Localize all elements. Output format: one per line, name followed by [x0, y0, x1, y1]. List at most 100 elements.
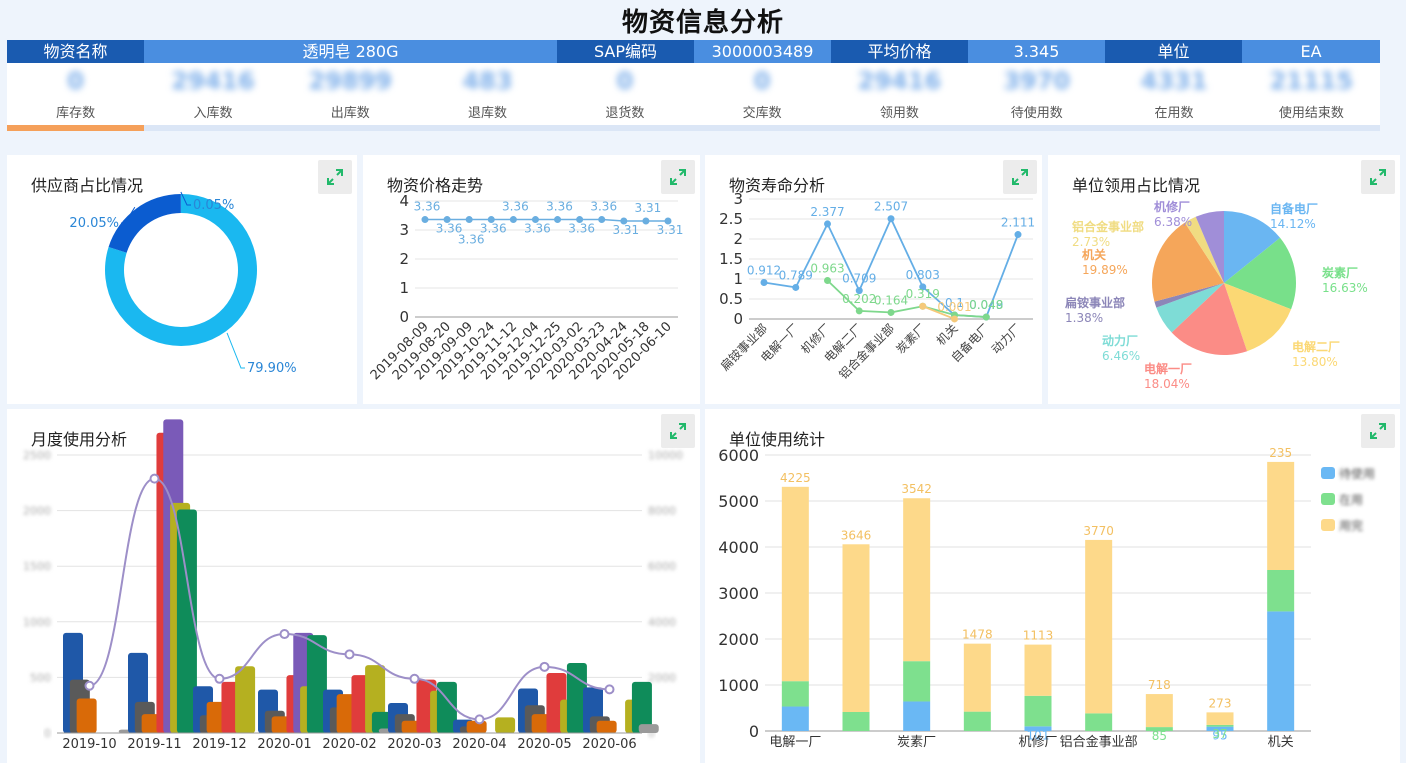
monthly-bar	[596, 720, 617, 733]
slice-pct-label: 1.38%	[1065, 311, 1103, 325]
unit-usage-bar-segment	[781, 706, 809, 731]
unit-share-expand-button[interactable]	[1361, 160, 1395, 194]
info-value: 3000003489	[694, 40, 831, 63]
y-tick-label: 1	[399, 279, 409, 297]
life-point	[1014, 231, 1022, 239]
price-point	[576, 216, 584, 224]
trend-point	[539, 661, 550, 672]
y-tick-label: 0	[733, 310, 743, 328]
stat-item[interactable]: 483 退库数	[419, 63, 556, 125]
info-value: 3.345	[968, 40, 1105, 63]
stat-label: 入库数	[193, 106, 233, 121]
life-data-label: 0.049	[969, 298, 1003, 312]
x-tick-label: 2019-10	[62, 737, 116, 752]
y-tick-label: 2	[733, 230, 743, 248]
segment-data-label: 101	[1027, 728, 1050, 742]
unit-usage-bar-segment	[1085, 713, 1113, 731]
segment-data-label: 664	[1027, 698, 1050, 712]
y-tick-label: 2	[399, 250, 409, 268]
stat-item[interactable]: 3970 待使用数	[968, 63, 1105, 125]
trend-point	[214, 673, 225, 684]
legend-swatch	[1321, 467, 1335, 479]
life-point	[887, 215, 895, 223]
unit-usage-expand-button[interactable]	[1361, 414, 1395, 448]
expand-arrows-icon	[670, 169, 686, 185]
slice-name-label: 动力厂	[1102, 333, 1138, 348]
segment-data-label: 876	[905, 663, 928, 677]
slice-name-label: 机关	[1082, 247, 1106, 262]
y2-tick-label: 2000	[648, 671, 676, 684]
price-point	[421, 216, 429, 224]
y-tick-label: 2500	[23, 449, 51, 462]
stat-item[interactable]: 29416 入库数	[144, 63, 281, 125]
x-tick-label: 2019-11	[127, 737, 181, 752]
unit-usage-bar-segment	[963, 711, 991, 731]
life-expand-button[interactable]	[1003, 160, 1037, 194]
x-tick-label: 2019-12	[192, 737, 246, 752]
monthly-bar	[176, 509, 197, 733]
life-data-label: 0.709	[842, 272, 876, 286]
trend-point	[604, 684, 615, 695]
price-expand-button[interactable]	[661, 160, 695, 194]
stat-label: 待使用数	[1010, 106, 1063, 121]
stat-item[interactable]: 0 库存数	[7, 63, 144, 125]
trend-point	[344, 649, 355, 660]
segment-data-label: 532	[784, 709, 807, 723]
life-data-label: 2.111	[1001, 216, 1035, 230]
y-tick-label: 1000	[718, 676, 759, 695]
x-tick-label: 2020-06	[582, 737, 636, 752]
price-data-label: 3.36	[590, 200, 617, 214]
pie-slice	[1224, 283, 1292, 352]
segment-data-label: 235	[1269, 446, 1292, 460]
material-info-bar: 物资名称 透明皂 280G SAP编码 3000003489 平均价格 3.345 单位 EA	[7, 40, 1380, 63]
monthly-bar	[631, 681, 652, 733]
x-tick-label: 2020-02	[322, 737, 376, 752]
monthly-usage-panel: 月度使用分析 0 0 500 2000 1000 4000 1500 6000 2000 8000…	[7, 409, 700, 763]
x-tick-label: 2020-05	[517, 737, 571, 752]
unit-usage-panel: 单位使用统计 0 1000 2000 3000 4000 5000 6000 532 551 42…	[705, 409, 1400, 763]
slice-pct-label: 18.04%	[1144, 377, 1190, 391]
stat-label: 库存数	[56, 106, 96, 121]
stat-label: 使用结束数	[1278, 106, 1344, 121]
trend-point	[474, 714, 485, 725]
y-tick-label: 3	[733, 190, 743, 208]
pie-slice	[1184, 216, 1224, 283]
life-data-label: 0.1	[945, 296, 964, 310]
life-data-label: 0.789	[779, 268, 813, 282]
stat-value: 3970	[1003, 67, 1071, 95]
stat-item[interactable]: 0 交库数	[693, 63, 830, 125]
monthly-bar	[306, 635, 327, 733]
y-tick-label: 2000	[718, 630, 759, 649]
y-tick-label: 1	[733, 270, 743, 288]
y-tick-label: 1.5	[719, 250, 743, 268]
stat-item[interactable]: 29416 领用数	[831, 63, 968, 125]
stat-item[interactable]: 29899 出库数	[282, 63, 419, 125]
y-tick-label: 4000	[718, 538, 759, 557]
price-point	[642, 217, 650, 225]
life-point	[824, 276, 831, 284]
y2-tick-label: 10000	[648, 449, 683, 462]
segment-data-label: 421	[966, 714, 989, 728]
slice-pct-label: 6.38%	[1154, 215, 1192, 229]
monthly-expand-button[interactable]	[661, 414, 695, 448]
unit-share-panel: 单位领用占比情况 自备电厂 14.12% 炭素厂 16.63% 电解二厂 13.80% 电解…	[1048, 155, 1400, 404]
supplier-expand-button[interactable]	[318, 160, 352, 194]
pie-slice	[1171, 283, 1248, 355]
x-tick-label: 机关	[934, 321, 961, 348]
segment-data-label: 900	[1269, 572, 1292, 586]
slice-leader-line	[226, 332, 245, 369]
x-tick-label: 炭素厂	[897, 735, 936, 750]
x-tick-label: 2020-03	[387, 737, 441, 752]
price-data-label: 3.36	[568, 222, 595, 236]
stat-item[interactable]: 21115 使用结束数	[1243, 63, 1380, 125]
stat-item[interactable]: 0 退货数	[556, 63, 693, 125]
life-data-label: 0.319	[906, 287, 940, 301]
unit-usage-bar-segment	[1206, 726, 1234, 731]
x-tick-label: 扁铵事业部	[717, 321, 770, 374]
pie-slice	[1156, 283, 1224, 333]
stat-value: 29416	[857, 67, 942, 95]
price-trend-panel: 物资价格走势 0 1 2 3 4 3.36 3.36 3.36 3.36 3.36 3.36 3.36…	[363, 155, 700, 404]
stat-item[interactable]: 4331 在用数	[1105, 63, 1242, 125]
monthly-bar	[495, 717, 516, 733]
life-point	[855, 287, 863, 295]
